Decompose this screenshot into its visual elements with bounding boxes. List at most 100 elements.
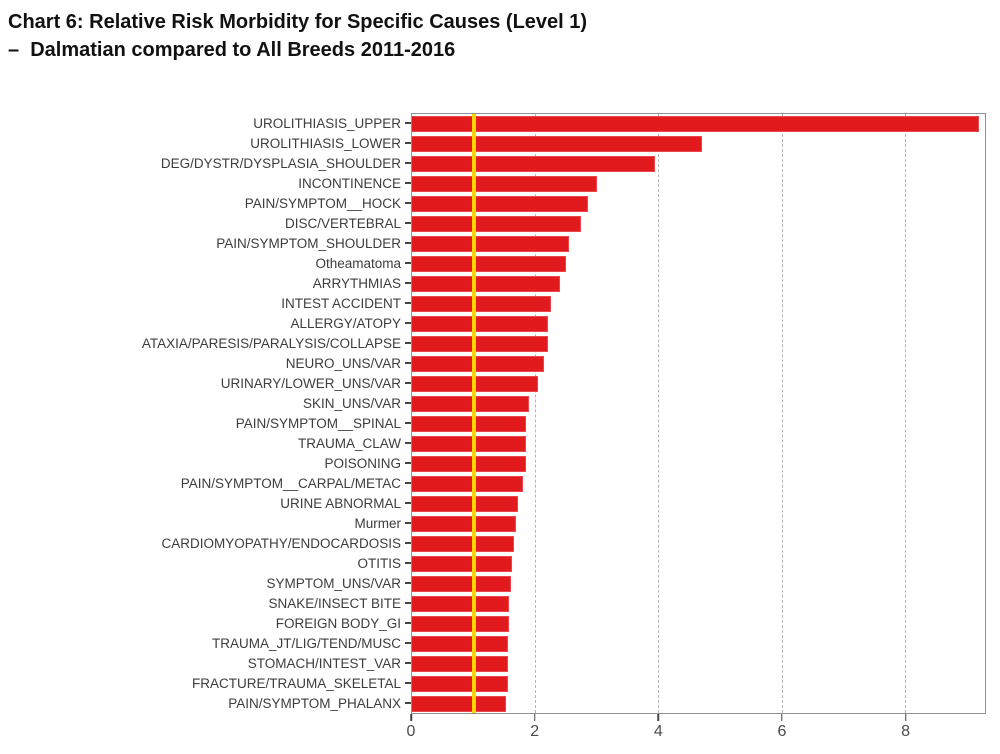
y-tick-mark xyxy=(405,482,411,484)
plot-column: 0 2 4 6 8 xyxy=(407,113,986,754)
gridline xyxy=(535,114,537,713)
bar-row xyxy=(412,234,985,254)
category-row: SYMPTOM_UNS/VAR xyxy=(0,573,411,593)
bar-row xyxy=(412,414,985,434)
bar xyxy=(412,135,702,153)
y-tick-mark xyxy=(405,662,411,664)
x-axis: 0 2 4 6 8 xyxy=(407,714,986,754)
x-tick-label: 0 xyxy=(406,723,416,740)
bar xyxy=(412,555,512,573)
category-row: Otheamatoma xyxy=(0,253,411,273)
y-tick-mark xyxy=(405,422,411,424)
bar xyxy=(412,155,656,173)
y-tick-mark xyxy=(405,222,411,224)
bar xyxy=(412,655,508,673)
bar xyxy=(412,335,548,353)
chart-header: Chart 6: Relative Risk Morbidity for Spe… xyxy=(0,0,1000,64)
x-tick-mark xyxy=(533,714,536,721)
bar xyxy=(412,675,508,693)
category-label: ALLERGY/ATOPY xyxy=(290,315,401,331)
bar-row xyxy=(412,494,985,514)
bar-row xyxy=(412,654,985,674)
gridline xyxy=(658,114,660,713)
category-label: PAIN/SYMPTOM_SHOULDER xyxy=(216,235,401,251)
bar xyxy=(412,495,518,513)
category-label: SKIN_UNS/VAR xyxy=(302,395,401,411)
bar xyxy=(412,435,526,453)
bar xyxy=(412,295,551,313)
bar-row xyxy=(412,574,985,594)
bar xyxy=(412,575,511,593)
category-label: URINARY/LOWER_UNS/VAR xyxy=(220,375,401,391)
y-tick-mark xyxy=(405,342,411,344)
bar xyxy=(412,615,509,633)
bar xyxy=(412,395,530,413)
x-tick-label: 4 xyxy=(653,723,663,740)
category-label: Murmer xyxy=(354,515,402,531)
bar-row xyxy=(412,634,985,654)
y-tick-mark xyxy=(405,462,411,464)
category-label: SNAKE/INSECT BITE xyxy=(268,595,401,611)
category-row: OTITIS xyxy=(0,553,411,573)
category-label: TRAUMA_JT/LIG/TEND/MUSC xyxy=(211,635,401,651)
y-tick-mark xyxy=(405,322,411,324)
category-row: TRAUMA_JT/LIG/TEND/MUSC xyxy=(0,633,411,653)
category-row: FOREIGN BODY_GI xyxy=(0,613,411,633)
category-label: SYMPTOM_UNS/VAR xyxy=(266,575,401,591)
bar xyxy=(412,175,597,193)
category-label: NEURO_UNS/VAR xyxy=(285,355,401,371)
category-row: PAIN/SYMPTOM__HOCK xyxy=(0,193,411,213)
bar xyxy=(412,695,506,713)
bar xyxy=(412,355,545,373)
category-label: OTITIS xyxy=(357,555,402,571)
bar xyxy=(412,195,588,213)
y-tick-mark xyxy=(405,202,411,204)
bar-row xyxy=(412,174,985,194)
x-tick-mark xyxy=(904,714,907,721)
bars-layer xyxy=(412,114,985,713)
y-tick-mark xyxy=(405,122,411,124)
bar-row xyxy=(412,474,985,494)
bar-row xyxy=(412,434,985,454)
bar-row xyxy=(412,614,985,634)
bar-row xyxy=(412,274,985,294)
bar-row xyxy=(412,694,985,713)
y-tick-mark xyxy=(405,302,411,304)
y-tick-mark xyxy=(405,642,411,644)
bar-row xyxy=(412,154,985,174)
category-row: FRACTURE/TRAUMA_SKELETAL xyxy=(0,673,411,693)
category-label: PAIN/SYMPTOM__CARPAL/METAC xyxy=(180,475,401,491)
bar xyxy=(412,115,979,133)
category-row: PAIN/SYMPTOM_SHOULDER xyxy=(0,233,411,253)
category-row: STOMACH/INTEST_VAR xyxy=(0,653,411,673)
y-tick-mark xyxy=(405,582,411,584)
relative-risk-bar-chart: UROLITHIASIS_UPPER UROLITHIASIS_LOWER DE… xyxy=(0,113,1000,754)
bar-row xyxy=(412,394,985,414)
category-row: PAIN/SYMPTOM__CARPAL/METAC xyxy=(0,473,411,493)
category-label: INTEST ACCIDENT xyxy=(281,295,401,311)
bar-row xyxy=(412,214,985,234)
y-tick-mark xyxy=(405,442,411,444)
bar-row xyxy=(412,194,985,214)
category-row: UROLITHIASIS_UPPER xyxy=(0,113,411,133)
category-label: UROLITHIASIS_LOWER xyxy=(250,135,401,151)
category-row: DISC/VERTEBRAL xyxy=(0,213,411,233)
category-row: POISONING xyxy=(0,453,411,473)
category-label: URINE ABNORMAL xyxy=(280,495,401,511)
category-row: DEG/DYSTR/DYSPLASIA_SHOULDER xyxy=(0,153,411,173)
bar-row xyxy=(412,514,985,534)
category-row: UROLITHIASIS_LOWER xyxy=(0,133,411,153)
y-tick-mark xyxy=(405,162,411,164)
gridline xyxy=(781,114,783,713)
bar xyxy=(412,595,510,613)
bar xyxy=(412,515,516,533)
plot-area xyxy=(411,113,986,714)
x-tick-mark xyxy=(410,714,412,721)
y-tick-mark xyxy=(405,682,411,684)
bar-row xyxy=(412,134,985,154)
chart-title-line1: Chart 6: Relative Risk Morbidity for Spe… xyxy=(8,11,588,33)
category-label: UROLITHIASIS_UPPER xyxy=(253,115,401,131)
category-row: TRAUMA_CLAW xyxy=(0,433,411,453)
y-tick-mark xyxy=(405,702,411,704)
category-label: DISC/VERTEBRAL xyxy=(284,215,401,231)
